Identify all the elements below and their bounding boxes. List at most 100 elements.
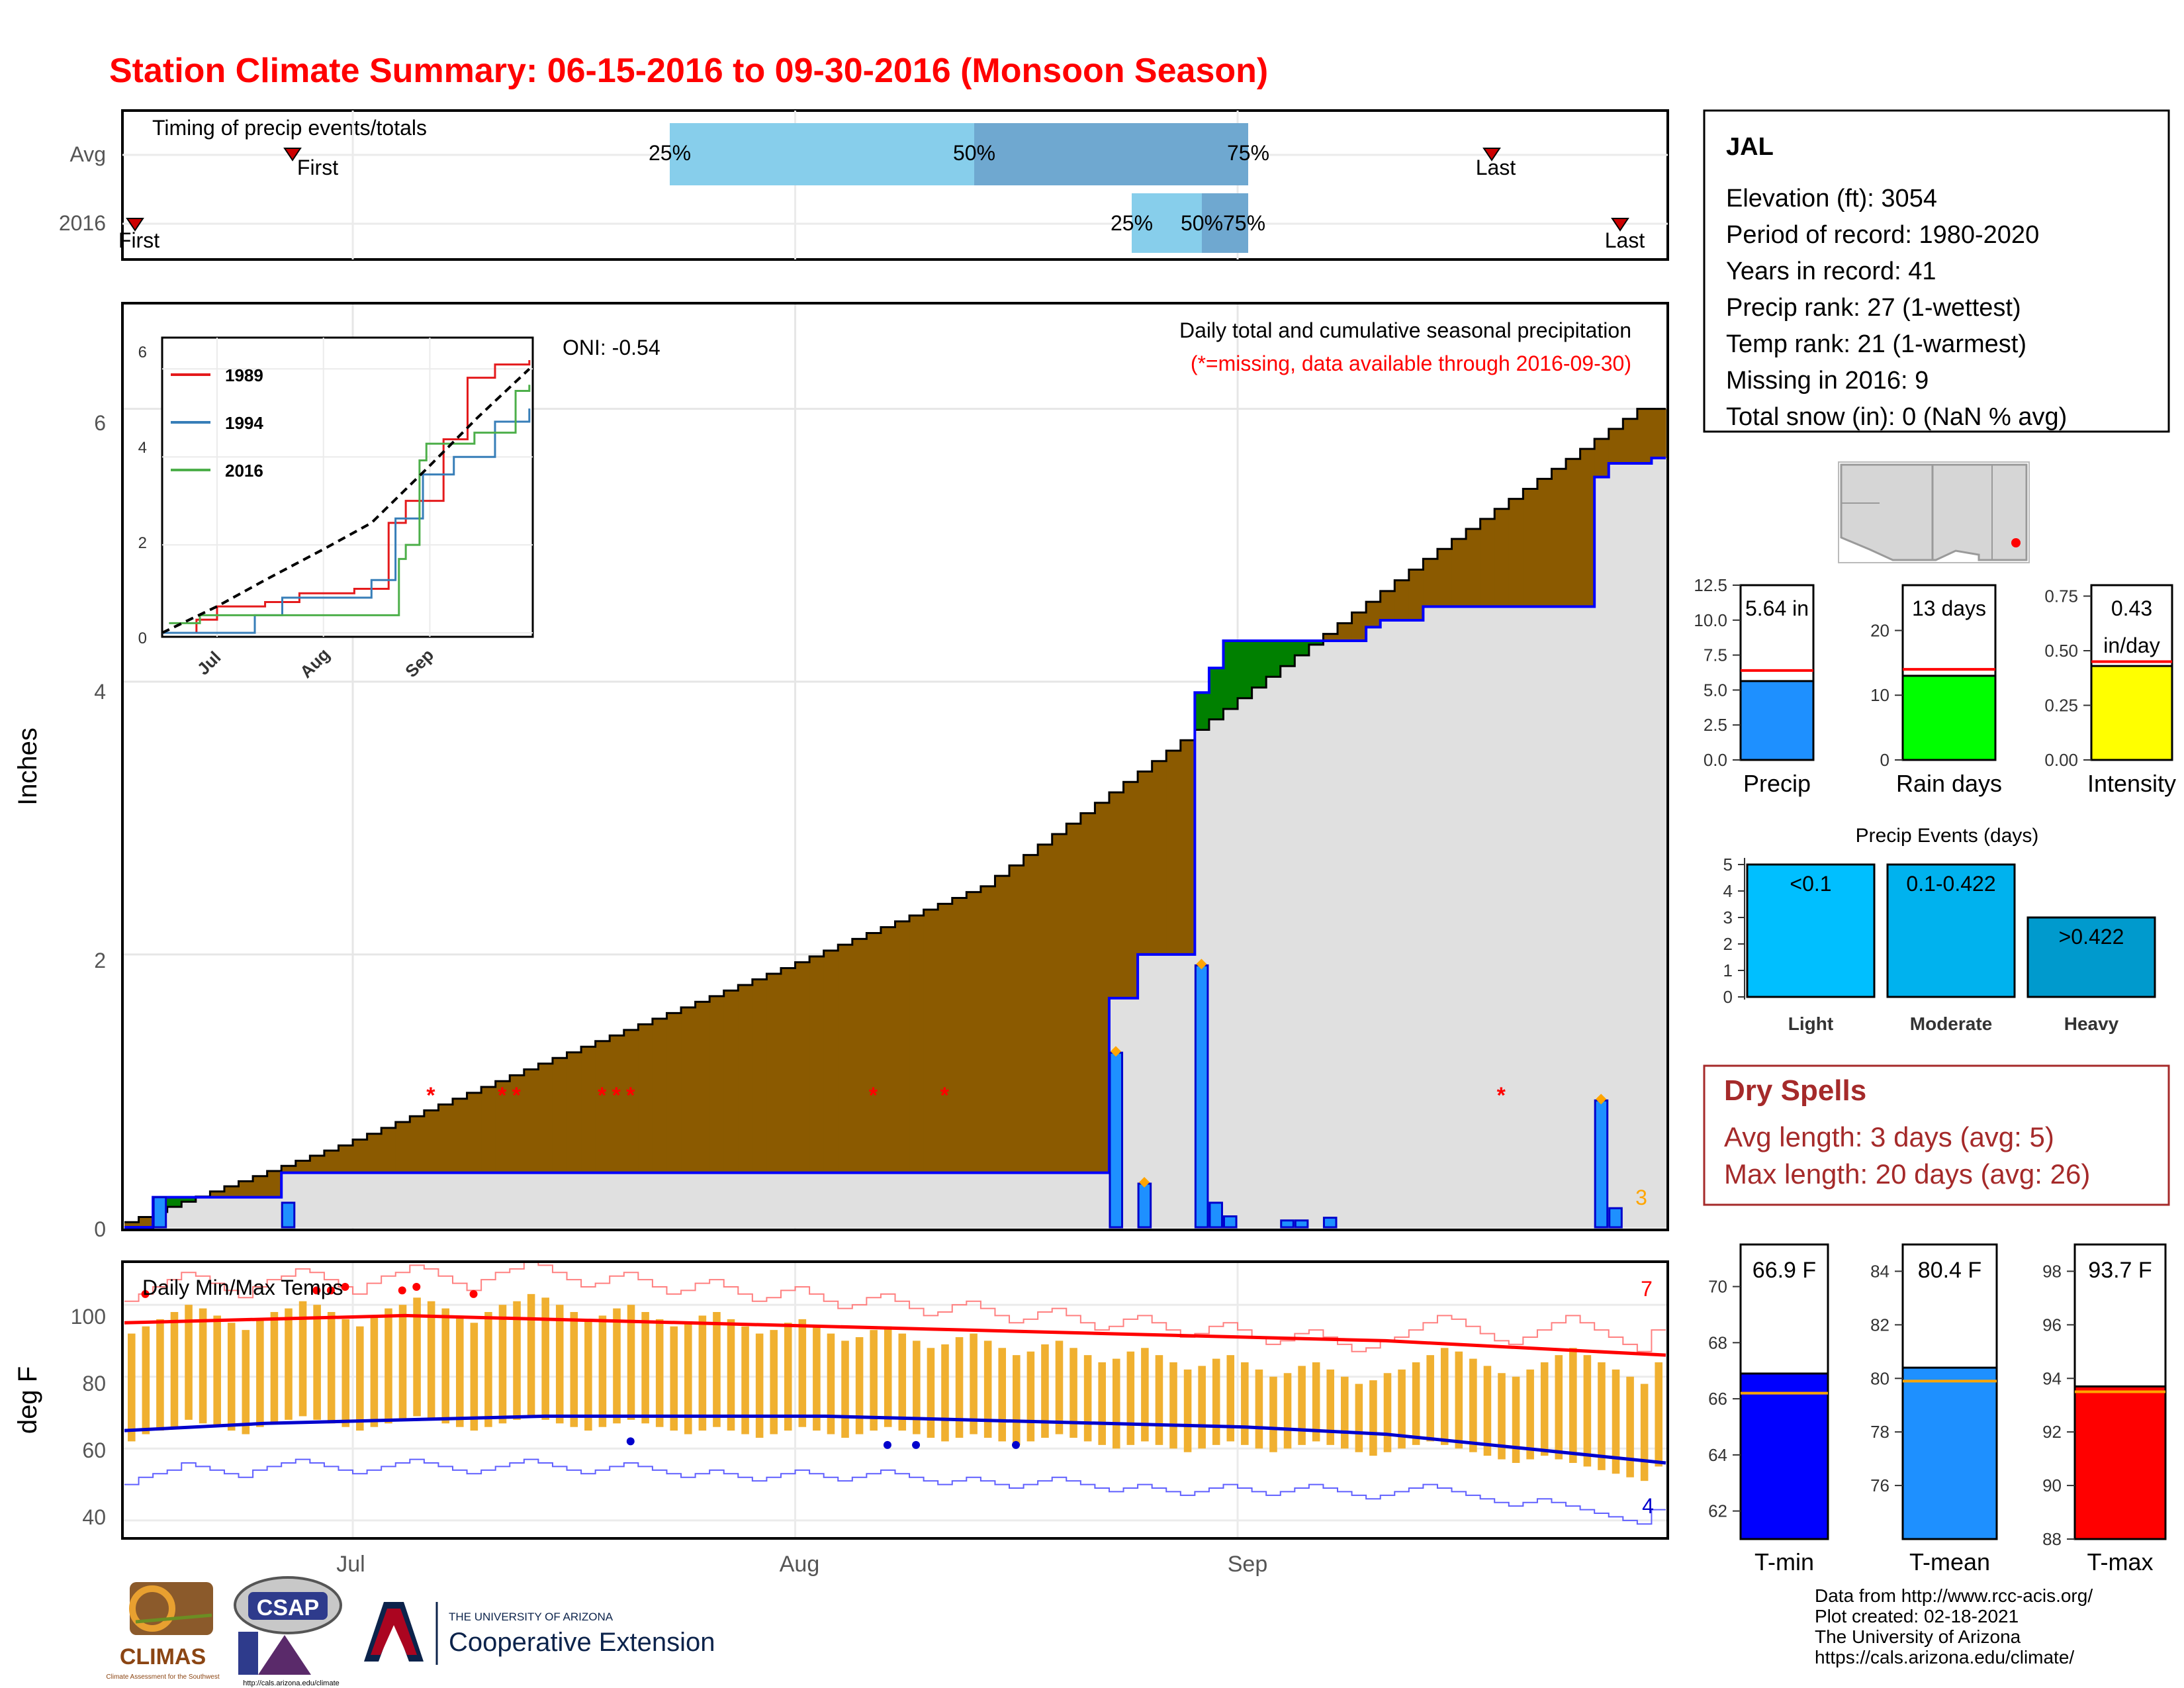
below-both-fill bbox=[1308, 644, 1324, 1227]
temp-summary-tick: 88 bbox=[2042, 1529, 2062, 1549]
below-both-fill bbox=[1009, 1172, 1024, 1227]
below-both-fill bbox=[167, 1207, 183, 1227]
daily-precip-bar bbox=[1280, 1219, 1295, 1229]
deficit-fill bbox=[738, 984, 753, 1173]
events-tick: 1 bbox=[1723, 961, 1733, 980]
surplus-fill bbox=[1295, 640, 1310, 656]
deficit-fill bbox=[1366, 602, 1381, 628]
deficit-fill bbox=[1323, 633, 1338, 641]
below-both-fill bbox=[1023, 1172, 1038, 1227]
precip-marks: * * * * * * * * * bbox=[124, 408, 1666, 1229]
daily-temp-range-bar bbox=[884, 1326, 892, 1427]
below-both-fill bbox=[1208, 719, 1224, 1227]
deficit-fill bbox=[567, 1052, 582, 1173]
daily-temp-range-bar bbox=[170, 1312, 179, 1427]
inset-chart: 0 2 4 6 Jul Aug Sep 1989 1994 2016 bbox=[138, 336, 534, 682]
below-both-fill bbox=[1394, 620, 1410, 1227]
below-both-fill bbox=[1066, 1172, 1081, 1227]
below-both-fill bbox=[353, 1172, 368, 1227]
state-outline bbox=[1840, 463, 2028, 561]
below-both-fill bbox=[809, 1172, 825, 1227]
dry-spells-frame bbox=[1703, 1064, 2170, 1206]
inset-ytick-4: 4 bbox=[138, 439, 147, 457]
daily-temp-range-bar bbox=[713, 1312, 721, 1427]
daily-temp-range-bar bbox=[941, 1344, 949, 1442]
deficit-fill bbox=[795, 962, 810, 1173]
below-both-fill bbox=[310, 1172, 325, 1227]
below-both-fill bbox=[880, 1172, 896, 1227]
below-both-fill bbox=[1351, 640, 1367, 1227]
below-both-fill bbox=[1608, 463, 1624, 1228]
summary-tick: 0.00 bbox=[2044, 750, 2078, 770]
daily-temp-range-bar bbox=[670, 1326, 678, 1431]
below-both-fill bbox=[723, 1172, 739, 1227]
seasonal-totals-bars: 5.64 in Precip 0.0 2.5 5.0 7.5 10.0 12.5 13 days… bbox=[1694, 575, 2176, 797]
record-high-marker bbox=[469, 1289, 478, 1298]
intensity-unit: in/day bbox=[2103, 633, 2160, 657]
below-both-fill bbox=[510, 1172, 525, 1227]
summary-tick: 0 bbox=[1880, 750, 1889, 770]
deficit-fill bbox=[267, 1171, 283, 1197]
below-both-fill bbox=[1480, 606, 1496, 1227]
t-max-value: 93.7 F bbox=[2088, 1258, 2152, 1283]
deficit-fill bbox=[1580, 449, 1595, 607]
timing-2016-p75: 75% bbox=[1223, 211, 1265, 235]
temp-summary-tick: 96 bbox=[2042, 1315, 2062, 1335]
temp-summary-tick: 92 bbox=[2042, 1422, 2062, 1442]
deficit-fill bbox=[210, 1191, 225, 1197]
timing-avg-p75: 75% bbox=[1227, 141, 1269, 165]
below-both-fill bbox=[1380, 620, 1396, 1227]
below-both-fill bbox=[1523, 606, 1538, 1227]
rain-days-value: 13 days bbox=[1912, 596, 1986, 620]
below-both-fill bbox=[709, 1172, 725, 1227]
below-both-fill bbox=[1166, 954, 1181, 1227]
daily-temp-range-bar bbox=[927, 1348, 935, 1438]
daily-temp-range-bar bbox=[128, 1333, 136, 1442]
temp-summary-bars: 66.9 F T-min 62 64 66 68 70 80.4 F T-mean 76 78 80 8… bbox=[1708, 1243, 2167, 1575]
daily-temp-range-bar bbox=[1026, 1351, 1035, 1442]
deficit-fill bbox=[238, 1181, 253, 1197]
daily-temp-range-bar bbox=[655, 1319, 664, 1427]
precip-axis-ticks: 0 2 4 6 bbox=[94, 411, 106, 1241]
below-both-fill bbox=[1238, 698, 1253, 1227]
surplus-fill bbox=[1195, 692, 1210, 730]
below-both-fill bbox=[695, 1172, 710, 1227]
daily-temp-range-bar bbox=[341, 1319, 350, 1427]
temp-summary-tick: 76 bbox=[1870, 1476, 1889, 1495]
temp-summary-tick: 80 bbox=[1870, 1368, 1889, 1388]
below-both-fill bbox=[495, 1172, 511, 1227]
below-both-fill bbox=[1466, 606, 1481, 1227]
deficit-fill bbox=[581, 1047, 596, 1173]
inset-series-1989 bbox=[162, 360, 531, 634]
daily-precip-bar bbox=[1294, 1219, 1309, 1229]
daily-temp-range-bar bbox=[1141, 1348, 1149, 1442]
deficit-fill bbox=[495, 1081, 511, 1173]
deficit-fill bbox=[880, 927, 896, 1173]
summary-tick: 10 bbox=[1870, 685, 1889, 705]
xtick-aug: Aug bbox=[780, 1552, 820, 1577]
temp-marks bbox=[122, 1261, 1668, 1538]
daily-temp-range-bar bbox=[1083, 1355, 1092, 1442]
temp-summary-tick: 90 bbox=[2042, 1476, 2062, 1495]
inset-lines bbox=[161, 338, 533, 637]
deficit-fill bbox=[610, 1035, 625, 1173]
daily-temp-range-bar bbox=[970, 1333, 978, 1434]
deficit-fill bbox=[410, 1116, 425, 1173]
deficit-fill bbox=[1009, 865, 1024, 1173]
below-both-fill bbox=[638, 1172, 653, 1227]
timing-avg-first-label: First bbox=[297, 156, 338, 179]
daily-temp-range-bar bbox=[727, 1319, 735, 1431]
daily-temp-range-bar bbox=[1512, 1376, 1520, 1463]
daily-temp-range-bar bbox=[1241, 1362, 1249, 1445]
daily-temp-range-bar bbox=[784, 1323, 792, 1431]
temp-ytick-80: 80 bbox=[82, 1372, 106, 1395]
deficit-fill bbox=[695, 1002, 710, 1173]
avg-50-75-range bbox=[974, 123, 1248, 185]
below-both-fill bbox=[523, 1172, 539, 1227]
record-high-marker bbox=[398, 1286, 406, 1295]
daily-temp-range-bar bbox=[983, 1340, 992, 1438]
temp-ytick-40: 40 bbox=[82, 1505, 106, 1529]
surplus-fill bbox=[167, 1197, 183, 1207]
temp-panel-title: Daily Min/Max Temps bbox=[142, 1276, 343, 1299]
below-both-fill bbox=[1295, 655, 1310, 1227]
